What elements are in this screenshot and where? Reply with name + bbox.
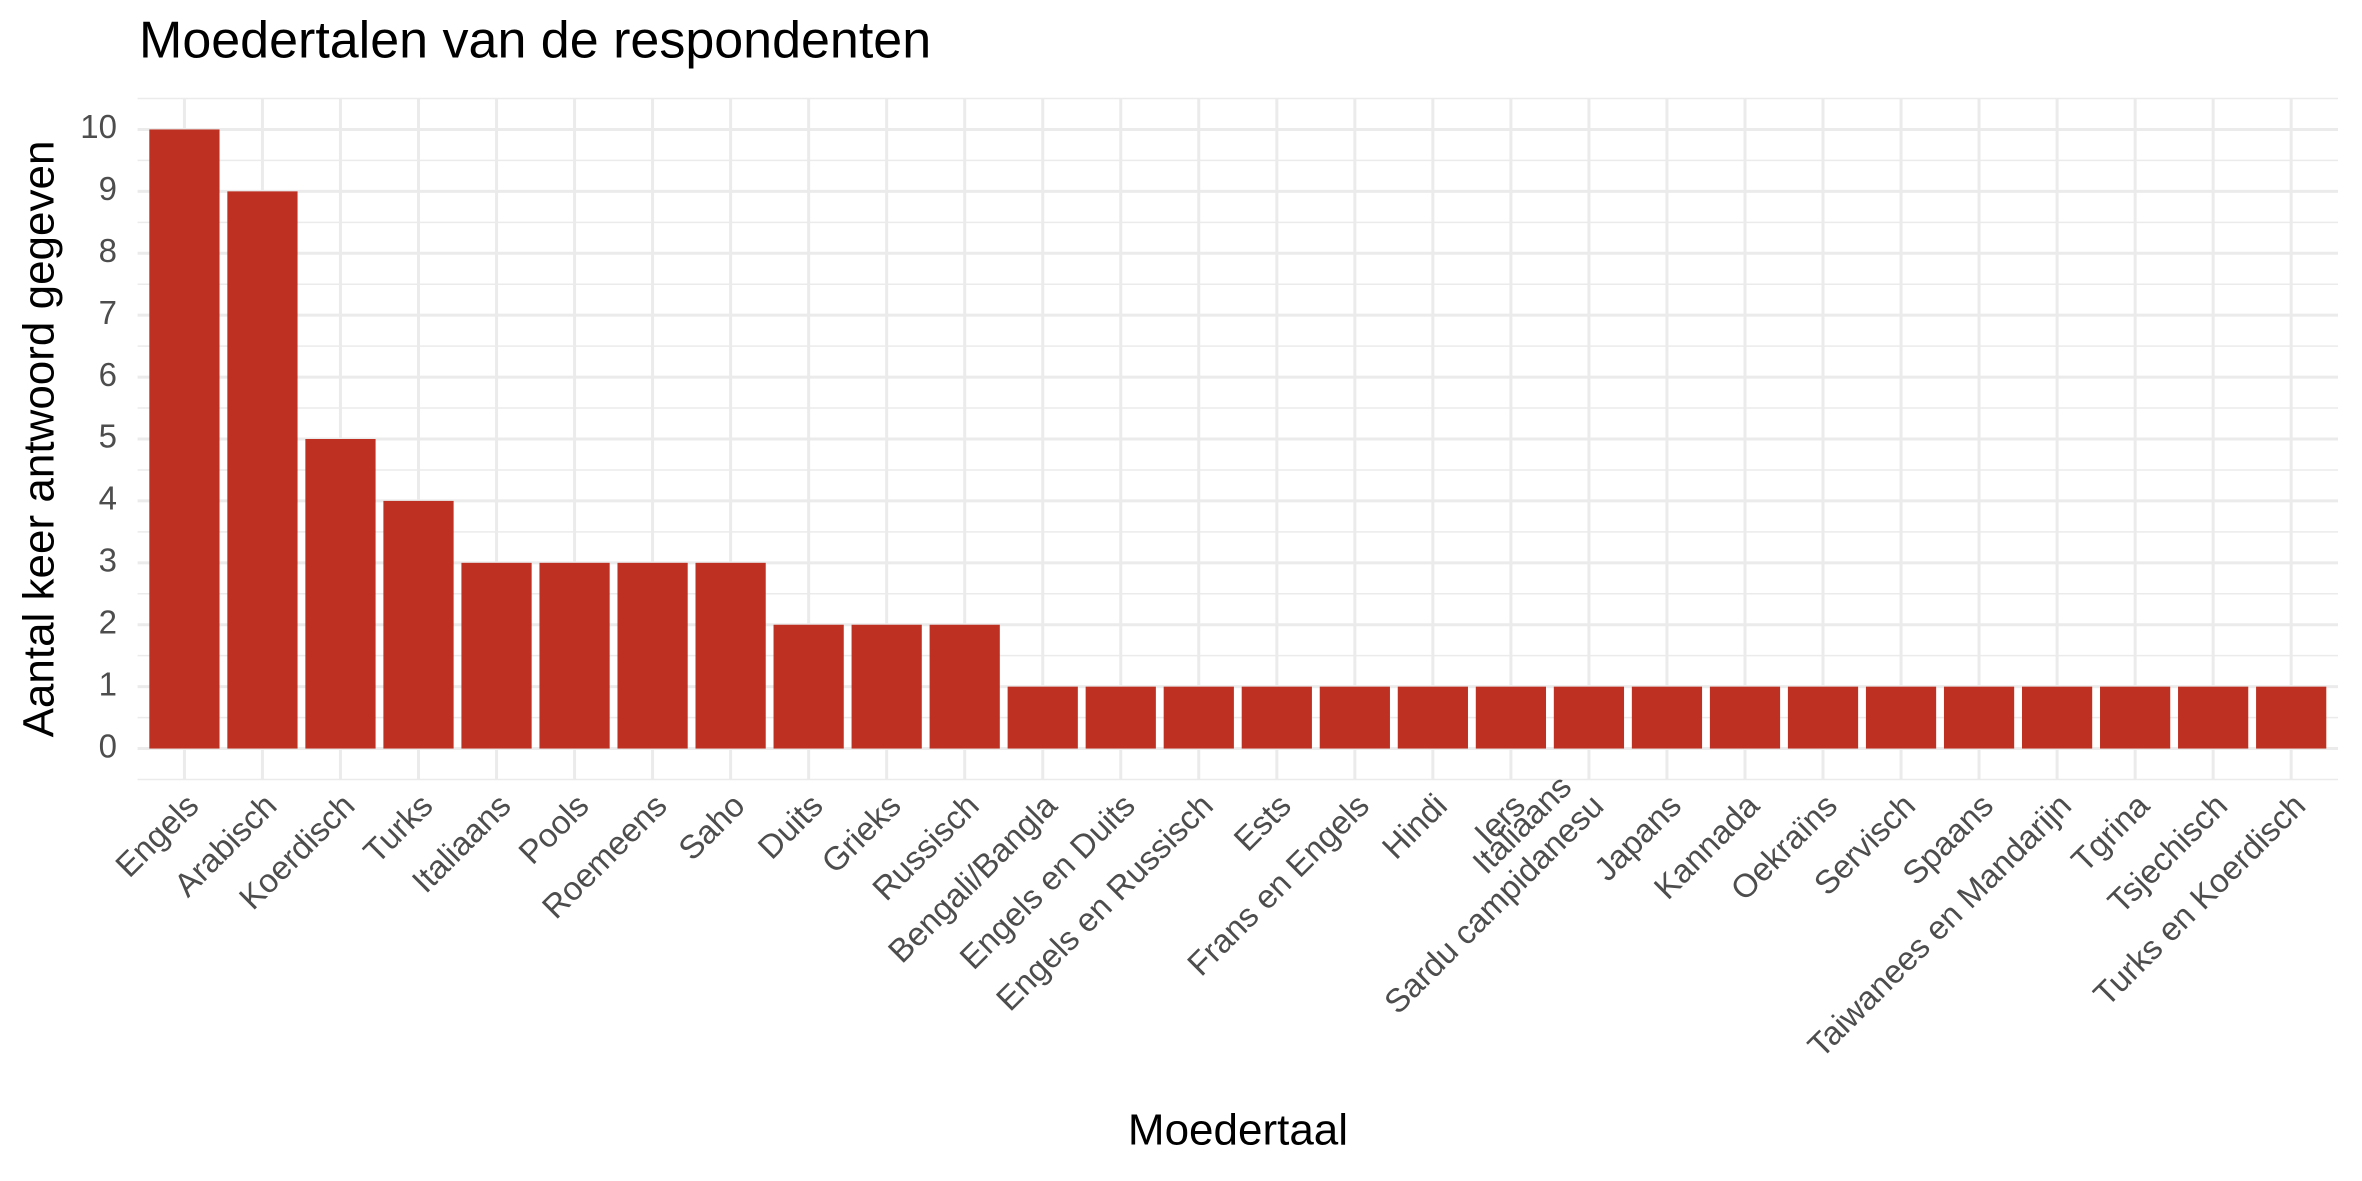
bar [149, 129, 220, 749]
bar [539, 562, 610, 749]
bar [1709, 686, 1781, 749]
bar [1319, 686, 1390, 749]
x-tick-label: Saho [671, 786, 752, 867]
bar [695, 562, 766, 749]
bar [929, 624, 1000, 749]
bar [2100, 686, 2171, 749]
bar [773, 624, 844, 749]
y-axis-title: Aantal keer antwoord gegeven [15, 141, 64, 738]
bar [1943, 686, 2015, 749]
y-tick-label: 8 [99, 232, 117, 269]
y-tick-label: 3 [99, 542, 117, 579]
bar [1397, 686, 1468, 749]
bar [1007, 686, 1078, 749]
x-axis-title: Moedertaal [1128, 1106, 1348, 1155]
y-tick-label: 2 [99, 603, 117, 640]
bar [1085, 686, 1156, 749]
bar [2256, 686, 2327, 749]
bar [1865, 686, 1937, 749]
bar [305, 439, 376, 749]
y-tick-label: 4 [99, 480, 117, 517]
x-tick-label: Italiaans Sardu campidanesu [1351, 761, 1610, 1020]
bar [1631, 686, 1703, 749]
y-tick-label: 6 [99, 356, 117, 393]
bar [383, 500, 454, 749]
y-tick-label: 7 [99, 294, 117, 331]
bar [1553, 686, 1625, 749]
bar [1163, 686, 1234, 749]
chart-title: Moedertalen van de respondenten [139, 12, 931, 70]
bar [461, 562, 532, 749]
bar [1475, 686, 1547, 749]
bar [851, 624, 922, 749]
bar [1787, 686, 1859, 749]
y-tick-label: 10 [80, 108, 117, 145]
x-tick-label: Hindi [1375, 786, 1454, 865]
bar [2178, 686, 2249, 749]
bar [1241, 686, 1312, 749]
y-tick-label: 1 [99, 665, 117, 702]
bar [227, 191, 298, 749]
bar [2021, 686, 2093, 749]
y-tick-label: 0 [99, 727, 117, 764]
y-tick-label: 9 [99, 170, 117, 207]
bar [617, 562, 688, 749]
x-tick-label: Ests [1226, 786, 1298, 858]
y-tick-label: 5 [99, 418, 117, 455]
